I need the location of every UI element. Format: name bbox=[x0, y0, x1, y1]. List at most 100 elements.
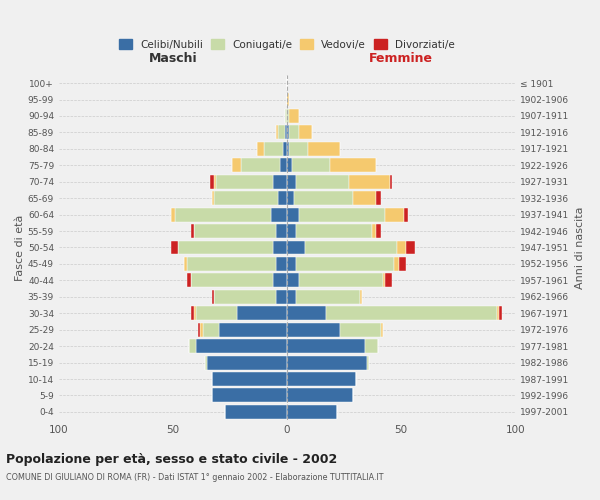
Bar bbox=[296, 224, 371, 238]
Text: Femmine: Femmine bbox=[369, 52, 433, 65]
Bar bbox=[287, 158, 292, 172]
Bar bbox=[365, 339, 379, 353]
Bar bbox=[274, 274, 287, 287]
Bar bbox=[294, 191, 353, 205]
Bar bbox=[207, 356, 287, 370]
Bar bbox=[287, 290, 296, 304]
Bar bbox=[285, 109, 287, 123]
Bar bbox=[196, 339, 287, 353]
Bar bbox=[376, 191, 380, 205]
Bar bbox=[212, 191, 214, 205]
Text: Maschi: Maschi bbox=[149, 52, 197, 65]
Bar bbox=[394, 257, 399, 271]
Bar bbox=[278, 191, 287, 205]
Bar bbox=[287, 109, 289, 123]
Bar bbox=[241, 158, 280, 172]
Bar bbox=[274, 240, 287, 254]
Bar bbox=[380, 322, 383, 336]
Bar bbox=[287, 306, 326, 320]
Bar bbox=[283, 142, 287, 156]
Bar bbox=[285, 126, 287, 140]
Bar bbox=[287, 372, 356, 386]
Bar bbox=[187, 257, 276, 271]
Bar bbox=[376, 224, 380, 238]
Bar bbox=[209, 174, 214, 188]
Bar bbox=[289, 126, 299, 140]
Bar bbox=[296, 290, 360, 304]
Bar bbox=[287, 92, 289, 106]
Bar bbox=[212, 290, 214, 304]
Bar bbox=[287, 142, 289, 156]
Bar bbox=[214, 191, 278, 205]
Bar bbox=[198, 322, 200, 336]
Bar bbox=[214, 290, 276, 304]
Bar bbox=[349, 174, 390, 188]
Bar bbox=[499, 306, 502, 320]
Bar bbox=[287, 224, 296, 238]
Bar bbox=[203, 322, 218, 336]
Bar bbox=[287, 126, 289, 140]
Bar bbox=[326, 306, 497, 320]
Bar bbox=[187, 274, 191, 287]
Bar bbox=[299, 126, 312, 140]
Bar bbox=[287, 208, 299, 222]
Bar bbox=[271, 208, 287, 222]
Bar bbox=[276, 224, 287, 238]
Bar bbox=[287, 240, 305, 254]
Bar bbox=[171, 240, 178, 254]
Bar bbox=[278, 126, 285, 140]
Bar bbox=[353, 191, 376, 205]
Bar bbox=[385, 274, 392, 287]
Bar bbox=[308, 142, 340, 156]
Bar bbox=[371, 224, 376, 238]
Bar bbox=[191, 306, 194, 320]
Bar bbox=[191, 224, 194, 238]
Bar bbox=[205, 356, 207, 370]
Bar bbox=[287, 356, 367, 370]
Bar bbox=[200, 322, 203, 336]
Bar bbox=[178, 240, 274, 254]
Bar bbox=[397, 240, 406, 254]
Bar bbox=[497, 306, 499, 320]
Bar bbox=[360, 290, 362, 304]
Bar bbox=[331, 158, 376, 172]
Bar bbox=[385, 208, 404, 222]
Y-axis label: Fasce di età: Fasce di età bbox=[15, 214, 25, 280]
Bar bbox=[287, 405, 337, 419]
Bar bbox=[184, 257, 187, 271]
Bar bbox=[264, 142, 283, 156]
Bar bbox=[232, 158, 241, 172]
Bar bbox=[390, 174, 392, 188]
Bar bbox=[289, 109, 299, 123]
Text: Popolazione per età, sesso e stato civile - 2002: Popolazione per età, sesso e stato civil… bbox=[6, 452, 337, 466]
Bar bbox=[196, 306, 237, 320]
Bar bbox=[237, 306, 287, 320]
Bar bbox=[299, 274, 383, 287]
Bar bbox=[212, 388, 287, 402]
Bar bbox=[299, 208, 385, 222]
Text: COMUNE DI GIULIANO DI ROMA (FR) - Dati ISTAT 1° gennaio 2002 - Elaborazione TUTT: COMUNE DI GIULIANO DI ROMA (FR) - Dati I… bbox=[6, 472, 383, 482]
Bar bbox=[399, 257, 406, 271]
Bar bbox=[280, 158, 287, 172]
Bar bbox=[171, 208, 175, 222]
Bar bbox=[189, 339, 196, 353]
Bar bbox=[194, 224, 276, 238]
Bar bbox=[287, 322, 340, 336]
Bar bbox=[406, 240, 415, 254]
Bar bbox=[175, 208, 271, 222]
Bar bbox=[194, 306, 196, 320]
Bar bbox=[257, 142, 264, 156]
Bar bbox=[287, 339, 365, 353]
Bar bbox=[340, 322, 380, 336]
Bar bbox=[276, 126, 278, 140]
Bar bbox=[214, 174, 217, 188]
Bar bbox=[274, 174, 287, 188]
Bar bbox=[305, 240, 397, 254]
Bar bbox=[226, 405, 287, 419]
Bar bbox=[217, 174, 274, 188]
Bar bbox=[287, 257, 296, 271]
Bar bbox=[287, 191, 294, 205]
Bar bbox=[212, 372, 287, 386]
Bar bbox=[218, 322, 287, 336]
Bar bbox=[367, 356, 369, 370]
